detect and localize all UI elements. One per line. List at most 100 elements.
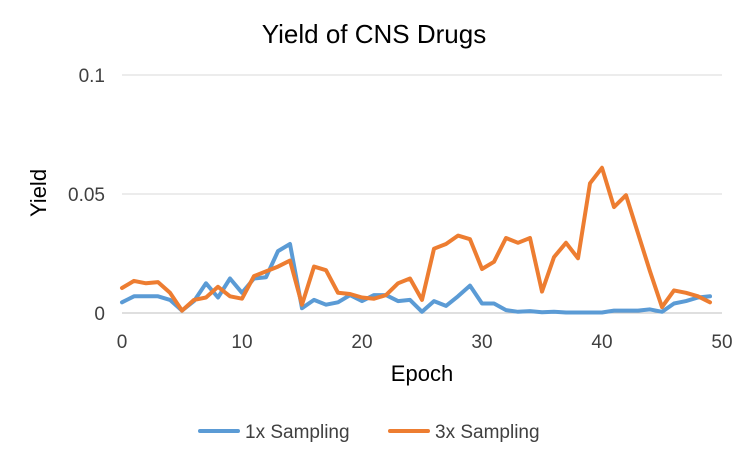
data-point <box>216 285 220 289</box>
data-point <box>672 288 676 292</box>
data-point <box>564 241 568 245</box>
data-point <box>672 301 676 305</box>
data-point <box>660 305 664 309</box>
data-point <box>336 291 340 295</box>
data-point <box>192 298 196 302</box>
data-point <box>252 274 256 278</box>
data-point <box>612 309 616 313</box>
legend-label: 1x Sampling <box>245 422 350 443</box>
data-point <box>444 304 448 308</box>
data-point <box>684 291 688 295</box>
data-point <box>324 268 328 272</box>
data-point <box>708 300 712 304</box>
gridlines <box>122 74 722 314</box>
data-point <box>336 300 340 304</box>
data-point <box>264 269 268 273</box>
y-tick-label: 0 <box>94 304 105 325</box>
x-axis-title: Epoch <box>391 361 453 386</box>
data-point <box>504 236 508 240</box>
data-point <box>576 256 580 260</box>
data-point <box>168 291 172 295</box>
data-point <box>276 265 280 269</box>
data-point <box>264 275 268 279</box>
data-point <box>456 294 460 298</box>
data-point <box>468 237 472 241</box>
x-tick-label: 50 <box>711 332 732 353</box>
data-point <box>360 299 364 303</box>
data-point <box>156 294 160 298</box>
y-axis-title: Yield <box>26 169 51 217</box>
data-point <box>420 310 424 314</box>
x-tick-label: 10 <box>231 332 252 353</box>
data-point <box>228 294 232 298</box>
data-point <box>708 294 712 298</box>
series-lines <box>120 165 712 315</box>
x-tick-label: 20 <box>351 332 372 353</box>
data-point <box>204 281 208 285</box>
data-point <box>696 294 700 298</box>
data-point <box>240 297 244 301</box>
data-point <box>684 299 688 303</box>
legend-item: 3x Sampling <box>388 422 540 443</box>
data-point <box>516 310 520 314</box>
data-point <box>588 311 592 315</box>
data-point <box>660 310 664 314</box>
data-point <box>288 259 292 263</box>
data-point <box>396 299 400 303</box>
y-tick-labels: 0 0.05 0.1 <box>68 66 105 325</box>
data-point <box>348 292 352 296</box>
data-point <box>516 241 520 245</box>
data-point <box>372 297 376 301</box>
data-point <box>204 296 208 300</box>
data-point <box>468 284 472 288</box>
data-point <box>420 298 424 302</box>
data-point <box>636 231 640 235</box>
data-point <box>492 301 496 305</box>
data-point <box>552 310 556 314</box>
y-tick-label: 0.1 <box>79 66 105 87</box>
x-tick-labels: 0 10 20 30 40 50 <box>117 332 733 353</box>
data-point <box>480 267 484 271</box>
legend-label: 3x Sampling <box>435 422 540 443</box>
data-point <box>300 306 304 310</box>
data-point <box>504 308 508 312</box>
data-point <box>492 260 496 264</box>
data-point <box>528 236 532 240</box>
data-point <box>408 276 412 280</box>
data-point <box>636 309 640 313</box>
data-point <box>648 269 652 273</box>
data-point <box>300 303 304 307</box>
data-point <box>540 290 544 294</box>
data-point <box>444 242 448 246</box>
data-point <box>432 247 436 251</box>
data-point <box>528 309 532 313</box>
legend-item: 1x Sampling <box>198 422 350 443</box>
data-point <box>324 303 328 307</box>
legend: 1x Sampling 3x Sampling <box>198 422 540 443</box>
y-tick-label: 0.05 <box>68 185 105 206</box>
data-point <box>180 309 184 313</box>
chart-title: Yield of CNS Drugs <box>262 19 486 49</box>
data-point <box>156 280 160 284</box>
data-point <box>552 255 556 259</box>
data-point <box>624 309 628 313</box>
data-point <box>120 286 124 290</box>
data-point <box>600 311 604 315</box>
data-point <box>132 279 136 283</box>
data-point <box>144 294 148 298</box>
series-line <box>120 242 712 315</box>
data-point <box>168 298 172 302</box>
data-point <box>588 181 592 185</box>
series-1 <box>120 242 712 315</box>
data-point <box>564 311 568 315</box>
data-point <box>600 166 604 170</box>
data-point <box>216 296 220 300</box>
data-point <box>576 311 580 315</box>
series-line <box>120 165 712 313</box>
data-point <box>396 281 400 285</box>
x-tick-label: 0 <box>117 332 128 353</box>
data-point <box>624 193 628 197</box>
data-point <box>432 299 436 303</box>
